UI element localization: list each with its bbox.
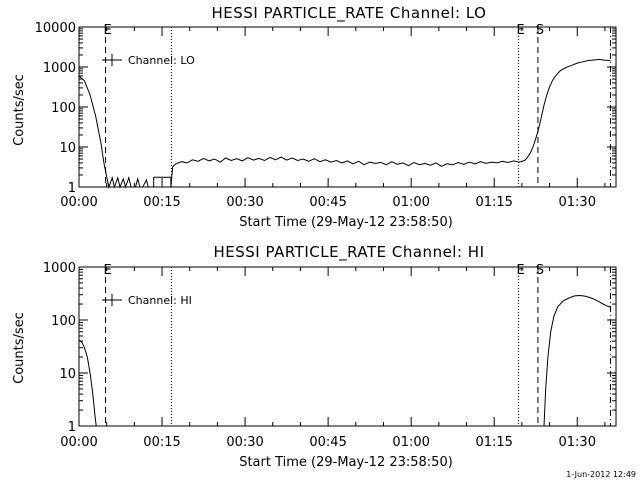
plot-frame bbox=[78, 26, 617, 188]
x-axis-label-hi: Start Time (29-May-12 23:58:50) bbox=[239, 455, 453, 470]
event-marker-label: E bbox=[516, 263, 524, 278]
y-tick-label: 10 bbox=[59, 367, 76, 382]
series-line-0 bbox=[78, 339, 97, 427]
panel-hi: HESSI PARTICLE_RATE Channel: HI Counts/s… bbox=[12, 243, 617, 470]
y-tick-label: 1000 bbox=[43, 61, 76, 76]
x-axis-label-lo: Start Time (29-May-12 23:58:50) bbox=[239, 215, 453, 230]
event-marker-label: E bbox=[516, 23, 524, 38]
panel-lo: HESSI PARTICLE_RATE Channel: LO Counts/s… bbox=[12, 4, 617, 230]
legend-label: Channel: HI bbox=[128, 294, 192, 307]
event-marker-label: S bbox=[536, 23, 544, 38]
footer-timestamp: 1-Jun-2012 12:49 bbox=[566, 470, 636, 479]
y-axis-label-hi: Counts/sec bbox=[12, 312, 27, 384]
plot-frame bbox=[78, 266, 617, 427]
event-marker-label: S bbox=[536, 263, 544, 278]
x-tick-label: 00:15 bbox=[143, 435, 180, 450]
event-marker-label: E bbox=[103, 263, 111, 278]
x-tick-label: 01:15 bbox=[475, 435, 512, 450]
x-tick-label: 00:15 bbox=[143, 195, 180, 210]
x-tick-label: 00:30 bbox=[226, 435, 263, 450]
series-line-1 bbox=[543, 294, 611, 427]
y-tick-label: 1 bbox=[68, 181, 76, 196]
x-tick-label: 01:00 bbox=[392, 195, 429, 210]
series-line-0 bbox=[78, 58, 611, 189]
x-tick-label: 01:30 bbox=[559, 435, 596, 450]
y-tick-label: 1000 bbox=[43, 261, 76, 276]
chart-title-lo: HESSI PARTICLE_RATE Channel: LO bbox=[212, 4, 487, 23]
x-tick-label: 00:00 bbox=[60, 435, 97, 450]
y-tick-label: 10000 bbox=[35, 21, 76, 36]
chart-title-hi: HESSI PARTICLE_RATE Channel: HI bbox=[214, 243, 485, 262]
event-marker-label: E bbox=[103, 23, 111, 38]
x-tick-label: 01:15 bbox=[475, 195, 512, 210]
y-tick-label: 1 bbox=[68, 420, 76, 435]
x-tick-label: 00:45 bbox=[309, 195, 346, 210]
y-tick-label: 100 bbox=[51, 101, 76, 116]
y-tick-label: 10 bbox=[59, 141, 76, 156]
x-tick-label: 01:30 bbox=[559, 195, 596, 210]
y-tick-label: 100 bbox=[51, 314, 76, 329]
y-axis-label-lo: Counts/sec bbox=[12, 74, 27, 146]
x-tick-label: 00:45 bbox=[309, 435, 346, 450]
x-tick-label: 00:30 bbox=[226, 195, 263, 210]
x-tick-label: 01:00 bbox=[392, 435, 429, 450]
x-tick-label: 00:00 bbox=[60, 195, 97, 210]
legend-label: Channel: LO bbox=[128, 54, 195, 67]
